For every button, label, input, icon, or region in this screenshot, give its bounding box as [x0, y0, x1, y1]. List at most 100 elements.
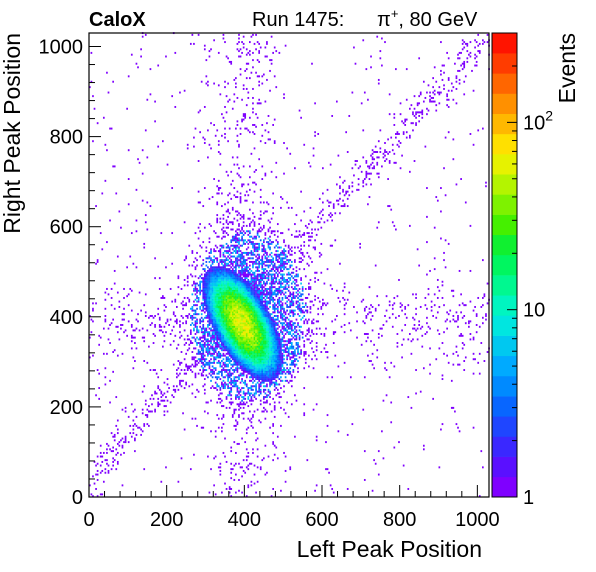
heatmap-cell — [273, 286, 276, 289]
heatmap-cell — [266, 280, 268, 283]
heatmap-cell — [250, 253, 253, 256]
heatmap-cell — [242, 397, 245, 400]
heatmap-cell — [242, 469, 245, 472]
heatmap-cell — [278, 298, 281, 301]
heatmap-cell — [249, 320, 251, 323]
heatmap-cell — [193, 300, 195, 303]
heatmap-cell — [202, 287, 205, 290]
heatmap-cell — [249, 217, 251, 220]
heatmap-cell — [221, 302, 223, 305]
heatmap-cell — [196, 320, 198, 323]
heatmap-cell — [281, 360, 284, 362]
heatmap-cell — [267, 255, 270, 258]
heatmap-cell — [247, 365, 250, 368]
heatmap-cell — [270, 322, 273, 325]
heatmap-cell — [214, 455, 217, 458]
heatmap-cell — [284, 480, 287, 483]
heatmap-cell — [235, 324, 237, 326]
heatmap-cell — [200, 372, 203, 375]
heatmap-cell — [272, 338, 274, 341]
heatmap-cell — [197, 351, 200, 353]
heatmap-cell — [211, 278, 214, 281]
heatmap-cell — [266, 401, 268, 404]
heatmap-cell — [262, 280, 265, 283]
heatmap-cell — [249, 387, 251, 390]
heatmap-cell — [276, 356, 279, 359]
heatmap-cell — [247, 296, 250, 299]
heatmap-cell — [253, 286, 256, 289]
heatmap-cell — [286, 401, 288, 404]
heatmap-cell — [236, 347, 239, 350]
heatmap-cell — [217, 329, 220, 332]
heatmap-cell — [239, 304, 242, 307]
heatmap-cell — [256, 381, 259, 384]
heatmap-cell — [284, 469, 287, 472]
heatmap-cell — [269, 302, 271, 305]
heatmap-cell — [227, 278, 229, 281]
heatmap-cell — [287, 251, 290, 254]
heatmap-cell — [224, 381, 226, 384]
heatmap-cell — [272, 325, 274, 328]
heatmap-cell — [287, 352, 290, 355]
heatmap-cell — [202, 363, 205, 366]
heatmap-cell — [102, 480, 105, 483]
heatmap-cell — [203, 296, 206, 299]
heatmap-cell — [194, 324, 197, 326]
heatmap-cell — [222, 349, 225, 352]
heatmap-cell — [141, 149, 144, 152]
heatmap-cell — [278, 396, 281, 399]
heatmap-cell — [213, 327, 215, 330]
heatmap-cell — [253, 242, 256, 245]
heatmap-cell — [241, 318, 243, 321]
heatmap-cell — [255, 300, 257, 303]
heatmap-cell — [217, 271, 220, 274]
heatmap-cell — [244, 383, 247, 386]
heatmap-cell — [255, 293, 257, 296]
heatmap-cell — [253, 250, 256, 253]
heatmap-cell — [182, 300, 184, 303]
heatmap-cell — [266, 300, 268, 303]
heatmap-cell — [233, 318, 236, 321]
heatmap-cell — [245, 331, 248, 334]
heatmap-cell — [230, 197, 233, 200]
heatmap-cell — [261, 354, 264, 357]
heatmap-cell — [235, 260, 237, 263]
heatmap-cell — [266, 365, 268, 368]
heatmap-cell — [90, 331, 93, 334]
heatmap-cell — [244, 351, 247, 353]
heatmap-cell — [235, 381, 237, 384]
heatmap-cell — [227, 372, 229, 375]
heatmap-cell — [247, 370, 250, 373]
heatmap-cell — [222, 345, 225, 348]
heatmap-cell — [256, 365, 259, 368]
heatmap-cell — [239, 217, 242, 220]
heatmap-cell — [182, 316, 184, 319]
heatmap-cell — [219, 392, 222, 395]
heatmap-cell — [231, 329, 234, 332]
heatmap-cell — [289, 278, 292, 281]
heatmap-cell — [269, 289, 271, 292]
heatmap-cell — [258, 378, 261, 381]
heatmap-cell — [280, 277, 282, 280]
heatmap-cell — [106, 241, 108, 244]
heatmap-cell — [224, 325, 226, 328]
heatmap-cell — [207, 311, 209, 314]
heatmap-cell — [269, 340, 271, 343]
heatmap-cell — [267, 358, 270, 361]
heatmap-cell — [249, 289, 251, 292]
heatmap-cell — [99, 493, 102, 496]
heatmap-cell — [272, 360, 274, 362]
heatmap-cell — [255, 246, 257, 249]
heatmap-cell — [272, 212, 274, 215]
heatmap-cell — [270, 268, 273, 271]
heatmap-cell — [275, 351, 278, 353]
heatmap-cell — [262, 277, 265, 280]
heatmap-cell — [244, 343, 247, 346]
heatmap-cell — [225, 280, 228, 283]
heatmap-cell — [224, 269, 226, 272]
heatmap-cell — [230, 471, 233, 474]
heatmap-cell — [249, 311, 251, 314]
heatmap-cell — [252, 394, 254, 397]
heatmap-cell — [258, 244, 261, 247]
heatmap-cell — [205, 250, 208, 253]
